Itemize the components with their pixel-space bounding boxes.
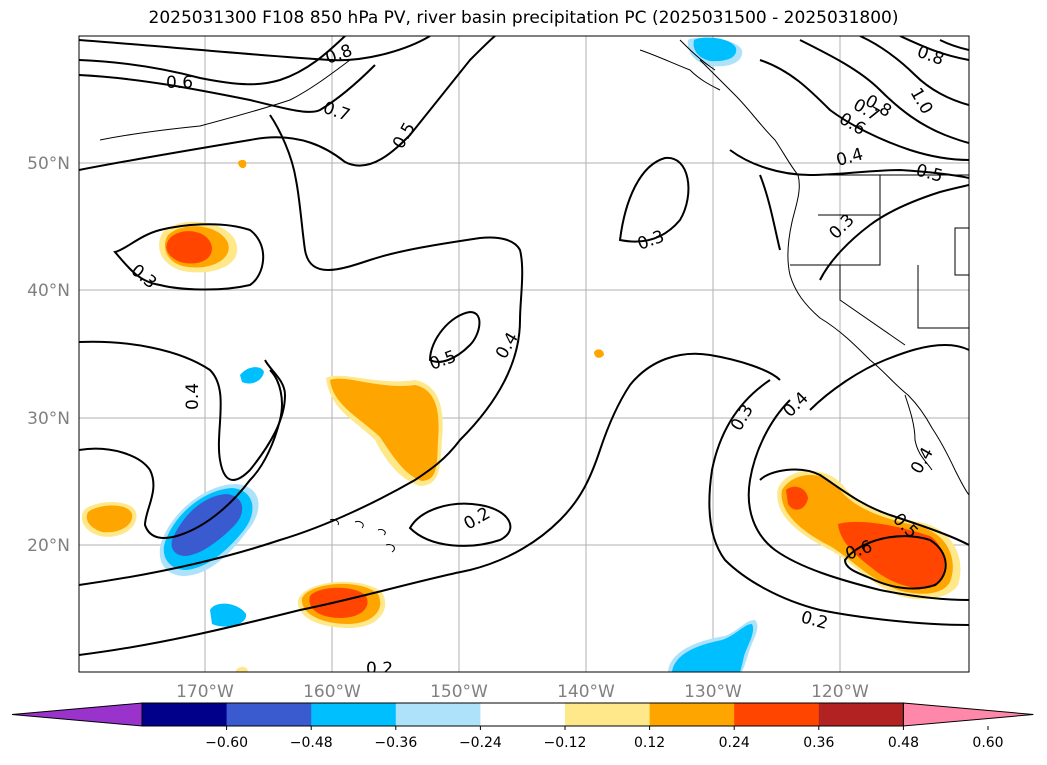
- colorbar-segment: [734, 703, 820, 726]
- map-frame: [78, 35, 970, 673]
- pv-contour-line: [79, 36, 496, 171]
- lat-label-50n: 50°N: [27, 154, 70, 174]
- colorbar-ticks: −0.60 −0.48 −0.36 −0.24 −0.12 0.12 0.24 0.36 0.4…: [205, 726, 1004, 751]
- coastlines: [99, 39, 969, 553]
- colorbar-tick-label: −0.24: [459, 735, 502, 751]
- colorbar-segment: [818, 703, 904, 726]
- colorbar-tick-label: −0.60: [205, 735, 248, 751]
- lat-label-20n: 20°N: [27, 536, 70, 556]
- colorbar-tick-label: 0.36: [803, 735, 834, 751]
- pv-contour-line: [79, 352, 781, 656]
- colorbar-segment: [311, 703, 397, 726]
- colorbar-extend-max: [902, 702, 1034, 727]
- pv-contour-line: [79, 36, 346, 86]
- pv-contours: [79, 36, 969, 656]
- map-title: 2025031300 F108 850 hPa PV, river basin …: [148, 8, 899, 28]
- precip-negative-region: [159, 484, 259, 576]
- pv-contour-line: [79, 114, 524, 586]
- pv-contour-line: [819, 184, 969, 281]
- pv-contour-line: [899, 36, 969, 61]
- lat-label-30n: 30°N: [27, 409, 70, 429]
- pv-contour-line: [618, 156, 690, 243]
- precip-shading: [81, 37, 961, 672]
- colorbar-segment: [395, 703, 481, 726]
- colorbar-tick-label: 0.24: [719, 735, 750, 751]
- colorbar-extend-min: [11, 702, 143, 727]
- lon-labels: 170°W 160°W 150°W 140°W 130°W 120°W: [176, 682, 869, 702]
- colorbar: −0.60 −0.48 −0.36 −0.24 −0.12 0.12 0.24 0.36 0.4…: [11, 702, 1034, 751]
- pv-contour-line: [79, 64, 376, 113]
- lon-label-120w: 120°W: [811, 682, 869, 702]
- colorbar-segment: [649, 703, 735, 726]
- pv-contour-line: [759, 468, 969, 546]
- colorbar-tick-label: 0.12: [634, 735, 665, 751]
- pv-contour-line: [428, 310, 481, 363]
- precip-positive-region: [297, 581, 386, 628]
- pv-contour-line: [939, 39, 969, 51]
- lon-label-160w: 160°W: [303, 682, 361, 702]
- lon-label-130w: 130°W: [684, 682, 742, 702]
- colorbar-segment: [480, 703, 566, 726]
- pv-contour-line: [79, 36, 431, 62]
- pv-contour-line: [799, 39, 969, 144]
- pv-contour-line: [79, 340, 287, 481]
- colorbar-segment: [142, 703, 228, 726]
- colorbar-segment: [226, 703, 312, 726]
- colorbar-outline: [141, 702, 904, 727]
- colorbar-tick-label: 0.48: [888, 735, 919, 751]
- lon-label-170w: 170°W: [176, 682, 234, 702]
- pv-contour-line: [747, 399, 969, 601]
- precip-positive-region: [326, 375, 443, 486]
- pv-contour-line: [729, 149, 969, 179]
- lat-labels: 50°N 40°N 30°N 20°N: [27, 154, 70, 556]
- pv-contour-line: [759, 174, 781, 251]
- colorbar-tick-label: −0.48: [290, 735, 333, 751]
- precip-positive-region: [777, 470, 961, 600]
- map-area: [79, 36, 969, 672]
- colorbar-segment: [565, 703, 651, 726]
- pv-contour-line: [843, 535, 947, 590]
- lon-label-140w: 140°W: [557, 682, 615, 702]
- lat-label-40n: 40°N: [27, 281, 70, 301]
- pv-contour-line: [708, 379, 969, 626]
- pv-contour-line: [79, 369, 283, 539]
- pv-contour-line: [113, 223, 265, 291]
- pv-contour-line: [759, 59, 969, 161]
- pv-contour-line: [859, 36, 969, 106]
- colorbar-tick-label: −0.12: [544, 735, 587, 751]
- colorbar-tick-label: −0.36: [374, 735, 417, 751]
- contour-label: 0.6: [166, 73, 193, 93]
- precip-positive-region: [159, 221, 238, 273]
- colorbar-segments: [11, 702, 1034, 727]
- pv-contour-line: [408, 502, 512, 547]
- pv-contour-line: [809, 343, 969, 411]
- colorbar-tick-label: 0.60: [972, 735, 1003, 751]
- lon-label-150w: 150°W: [430, 682, 488, 702]
- contour-label: 0.4: [183, 383, 203, 410]
- contour-label: 0.2: [366, 659, 393, 679]
